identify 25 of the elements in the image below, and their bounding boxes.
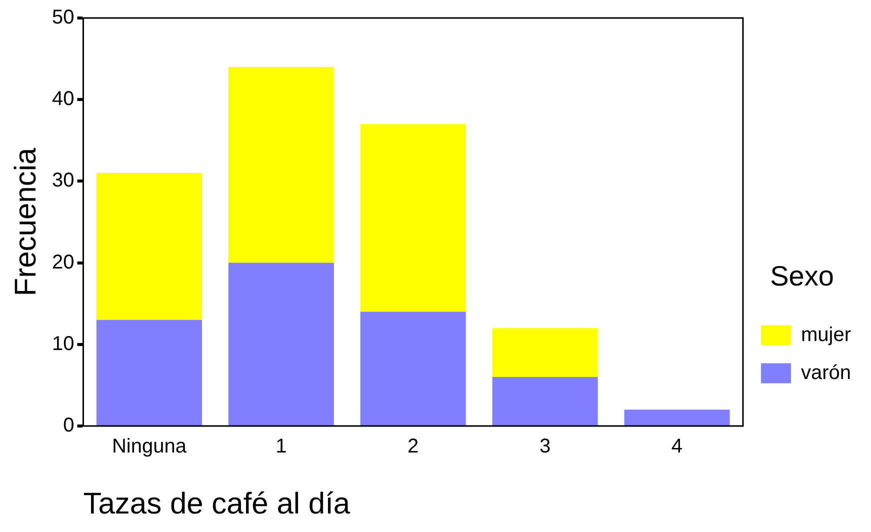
bar (492, 328, 598, 378)
y-tick-label: 50 (52, 6, 74, 29)
bar (492, 377, 598, 426)
x-tick-label: 3 (539, 436, 551, 458)
bar (360, 312, 466, 426)
bar (228, 66, 334, 263)
x-axis-title: Tazas de café al día (83, 487, 350, 520)
bar (96, 320, 202, 426)
y-tick-label: 10 (52, 332, 74, 355)
bar (360, 124, 466, 312)
y-axis-title: Frecuencia (9, 147, 42, 296)
x-tick-label: Ninguna (112, 436, 188, 458)
x-tick-label: 4 (671, 436, 683, 458)
y-tick-label: 40 (52, 88, 74, 110)
legend-label: varón (800, 362, 851, 384)
legend-label: mujer (800, 324, 852, 346)
legend-title: Sexo (770, 260, 834, 292)
bar (624, 410, 730, 426)
x-tick-label: 1 (276, 436, 287, 458)
y-tick-label: 30 (52, 170, 74, 192)
bar (228, 262, 334, 426)
x-tick-label: 2 (408, 436, 419, 458)
y-tick-label: 0 (63, 414, 74, 437)
bar (96, 173, 202, 320)
y-tick-label: 20 (52, 251, 74, 274)
